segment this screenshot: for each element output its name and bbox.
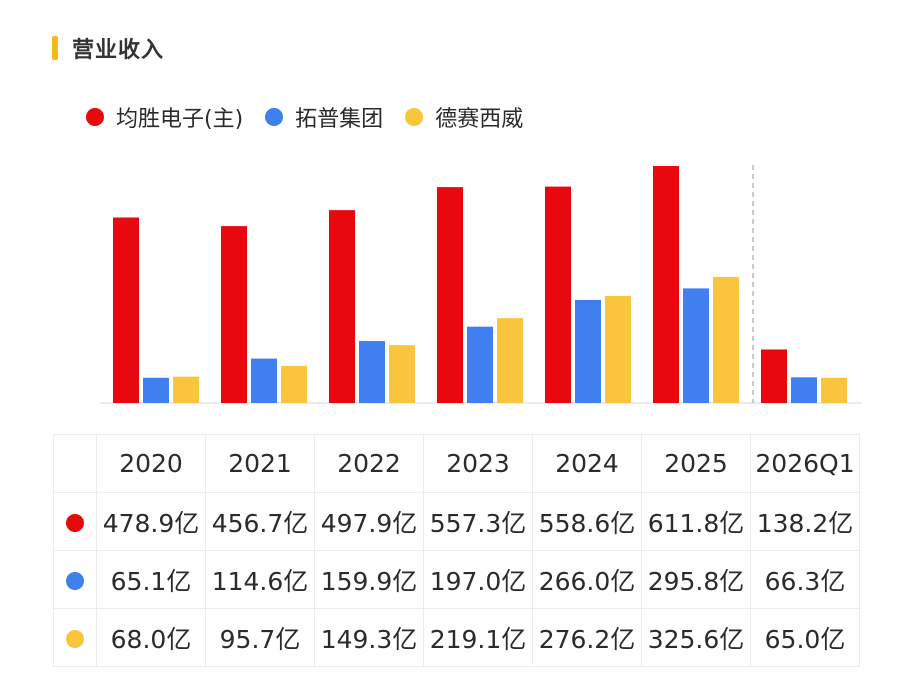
bar-2020-series-2 [143,377,169,403]
bar-2024-series-2 [575,299,601,403]
table-cell: 557.3亿 [423,492,533,551]
title-accent-bar [52,36,58,60]
bar-2021-series-3 [281,365,307,403]
table-cell: 65.0亿 [750,608,860,667]
legend-label: 均胜电子(主) [116,107,244,132]
bar-2021-series-1 [221,226,247,403]
table-cell: 456.7亿 [205,492,315,551]
table-header-row: 2020 2021 2022 2023 2024 2025 2026Q1 [53,434,860,493]
table-cell: 325.6亿 [641,608,751,667]
bar-2024-series-3 [605,296,631,403]
table-header-cell: 2022 [314,434,424,493]
row-dot-yellow [66,630,84,648]
table-cell: 276.2亿 [532,608,642,667]
bar-2023-series-2 [467,326,493,403]
table-header-cell: 2025 [641,434,751,493]
row-dot-blue [66,572,84,590]
bar-2020-series-3 [173,376,199,403]
table-cell: 114.6亿 [205,550,315,609]
table-cell: 138.2亿 [750,492,860,551]
legend-item-series-3: 德赛西威 [405,101,523,133]
table-cell: 68.0亿 [96,608,206,667]
table-cell: 611.8亿 [641,492,751,551]
legend-label: 德赛西威 [435,107,524,132]
table-cell: 266.0亿 [532,550,642,609]
table-cell: 197.0亿 [423,550,533,609]
bar-2022-series-3 [389,345,415,403]
legend-item-series-2: 拓普集团 [265,101,383,133]
legend-dot-blue [265,108,284,126]
table-cell: 219.1亿 [423,608,533,667]
data-table: 2020 2021 2022 2023 2024 2025 2026Q1 478… [53,434,860,667]
table-row: 478.9亿 456.7亿 497.9亿 557.3亿 558.6亿 611.8… [53,492,860,551]
row-dot-red [66,514,84,532]
bar-2022-series-1 [329,210,355,403]
table-header-cell: 2026Q1 [750,434,860,493]
bar-2025-series-1 [653,166,679,403]
chart-legend: 均胜电子(主) 拓普集团 德赛西威 [86,101,545,133]
bar-2026Q1-series-1 [761,349,787,403]
table-cell: 478.9亿 [96,492,206,551]
bar-2025-series-2 [683,288,709,403]
legend-dot-yellow [405,108,424,126]
bar-2023-series-3 [497,318,523,403]
row-marker-cell [53,608,97,667]
bar-chart [100,165,862,404]
table-header-cell: 2021 [205,434,315,493]
row-marker-cell [53,550,97,609]
table-cell: 558.6亿 [532,492,642,551]
table-header-cell: 2024 [532,434,642,493]
table-header-cell: 2020 [96,434,206,493]
table-cell: 159.9亿 [314,550,424,609]
legend-item-series-1: 均胜电子(主) [86,101,243,133]
table-cell: 65.1亿 [96,550,206,609]
table-row: 68.0亿 95.7亿 149.3亿 219.1亿 276.2亿 325.6亿 … [53,608,860,667]
bar-2022-series-2 [359,341,385,403]
table-cell: 497.9亿 [314,492,424,551]
bar-2021-series-2 [251,358,277,403]
bar-2024-series-1 [545,186,571,403]
bar-2020-series-1 [113,217,139,403]
table-cell: 295.8亿 [641,550,751,609]
bar-2026Q1-series-3 [821,377,847,403]
table-cell: 66.3亿 [750,550,860,609]
legend-dot-red [86,108,104,126]
bar-2026Q1-series-2 [791,377,817,403]
section-title: 营业收入 [52,33,164,63]
table-header-cell: 2023 [423,434,533,493]
table-cell: 95.7亿 [205,608,315,667]
bar-2025-series-3 [713,276,739,403]
row-marker-cell [53,492,97,551]
page-title: 营业收入 [72,38,165,63]
legend-label: 拓普集团 [295,107,384,132]
table-row: 65.1亿 114.6亿 159.9亿 197.0亿 266.0亿 295.8亿… [53,550,860,609]
table-cell: 149.3亿 [314,608,424,667]
table-corner-cell [53,434,97,493]
bar-2023-series-1 [437,187,463,403]
